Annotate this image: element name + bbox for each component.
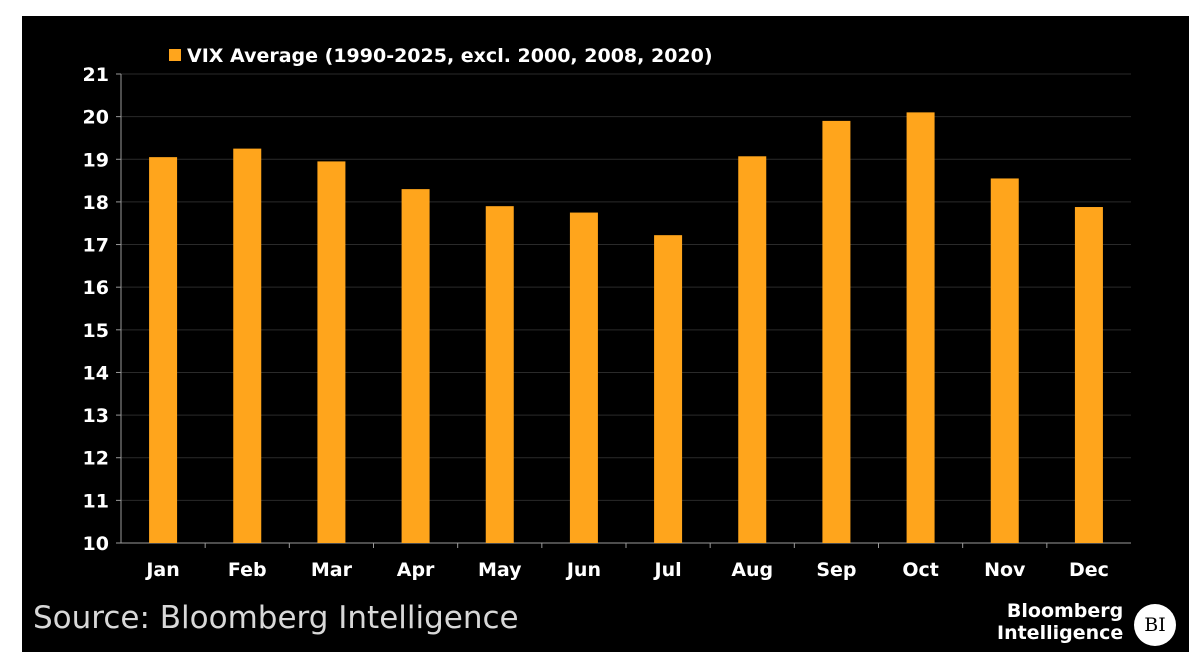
chart-panel: 10 11 12 13 14 15 16 17 18 19 20 21 Jan Feb Mar Apr May J…	[22, 16, 1189, 652]
x-tick-label: Sep	[816, 559, 856, 581]
legend-swatch	[169, 49, 181, 61]
bar-sep	[822, 120, 851, 544]
bi-logo-icon: BI	[1134, 604, 1176, 646]
y-tick-label: 18	[83, 192, 109, 214]
bar-jul	[654, 235, 683, 543]
y-tick-label: 21	[83, 64, 109, 86]
x-tick-label: Jul	[653, 559, 682, 581]
brand-wordmark: Bloomberg Intelligence	[997, 600, 1123, 644]
y-tick-label: 16	[83, 277, 109, 299]
x-tick-label: Aug	[731, 559, 773, 581]
legend-label: VIX Average (1990-2025, excl. 2000, 2008…	[187, 45, 713, 67]
x-tick-label: May	[478, 559, 522, 581]
x-tick-label: Jun	[565, 559, 601, 581]
y-tick-label: 14	[83, 362, 109, 384]
y-tick-label: 11	[83, 490, 109, 512]
x-tick-label: Apr	[397, 559, 435, 581]
y-tick-label: 19	[83, 149, 109, 171]
bar-jan	[149, 157, 178, 543]
x-tick-label: Mar	[311, 559, 353, 581]
bar-dec	[1074, 207, 1103, 543]
bar-may	[485, 206, 514, 543]
vix-bar-chart: 10 11 12 13 14 15 16 17 18 19 20 21 Jan Feb Mar Apr May J…	[83, 45, 1131, 581]
bar-nov	[990, 178, 1019, 543]
bar-aug	[738, 156, 767, 543]
x-tick-label: Jan	[144, 559, 179, 581]
y-tick-label: 12	[83, 448, 109, 470]
bar-mar	[317, 161, 346, 543]
x-tick-label: Oct	[902, 559, 939, 581]
y-tick-label: 20	[83, 107, 109, 129]
bar-jun	[569, 212, 598, 543]
y-tick-label: 15	[83, 320, 109, 342]
bar-apr	[401, 189, 430, 544]
y-tick-label: 13	[83, 405, 109, 427]
x-tick-label: Nov	[984, 559, 1026, 581]
x-tick-label: Feb	[228, 559, 267, 581]
x-tick-label: Dec	[1069, 559, 1109, 581]
y-tick-label: 10	[83, 533, 109, 555]
bar-oct	[906, 112, 935, 543]
source-note: Source: Bloomberg Intelligence	[33, 600, 519, 636]
brand-line-2: Intelligence	[997, 622, 1124, 644]
y-tick-label: 17	[83, 235, 109, 257]
bar-feb	[233, 148, 262, 543]
brand-line-1: Bloomberg	[1006, 600, 1124, 622]
